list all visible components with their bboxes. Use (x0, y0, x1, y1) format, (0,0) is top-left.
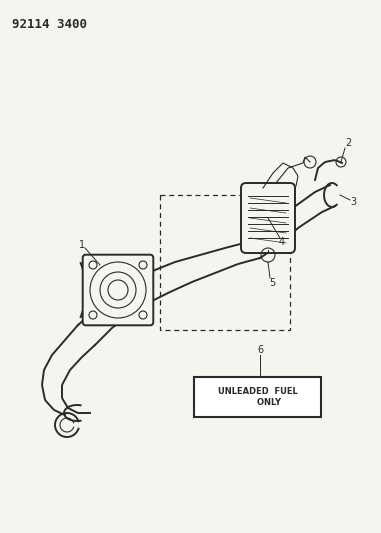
Text: 2: 2 (345, 138, 351, 148)
FancyBboxPatch shape (83, 255, 153, 325)
Text: 3: 3 (350, 197, 356, 207)
Text: 4: 4 (279, 237, 285, 247)
Text: 1: 1 (79, 240, 85, 250)
Text: UNLEADED  FUEL
        ONLY: UNLEADED FUEL ONLY (218, 387, 298, 407)
FancyBboxPatch shape (194, 377, 321, 417)
Text: 6: 6 (257, 345, 263, 355)
Text: 92114 3400: 92114 3400 (12, 18, 87, 31)
FancyBboxPatch shape (241, 183, 295, 253)
Polygon shape (78, 242, 260, 345)
Text: 5: 5 (269, 278, 275, 288)
